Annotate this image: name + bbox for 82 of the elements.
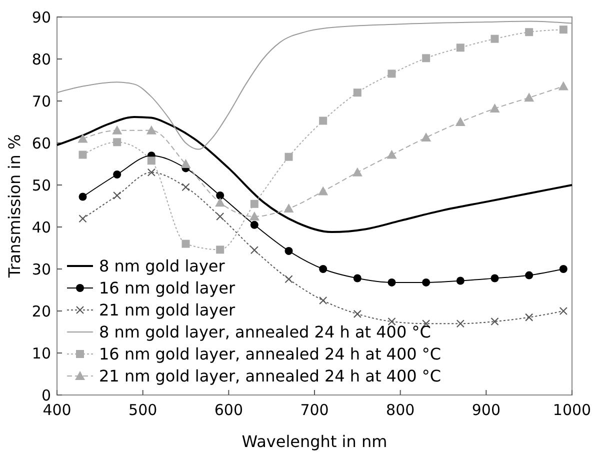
point <box>147 168 156 176</box>
point <box>78 192 87 201</box>
legend-label: 8 nm gold layer <box>99 256 226 276</box>
point <box>319 296 328 305</box>
point <box>456 320 464 328</box>
point <box>284 152 293 161</box>
point <box>182 183 190 192</box>
point <box>78 134 88 143</box>
point <box>112 125 122 134</box>
point <box>284 204 294 213</box>
y-tick-label: 10 <box>32 344 51 362</box>
point <box>113 138 122 146</box>
point <box>559 265 568 273</box>
point <box>250 200 258 208</box>
point <box>319 116 328 125</box>
legend-label: 21 nm gold layer, annealed 24 h at 400 °C <box>99 366 442 386</box>
point <box>319 265 328 273</box>
point <box>216 212 224 221</box>
point <box>113 170 122 178</box>
point <box>250 246 258 254</box>
point <box>318 186 328 196</box>
y-tick-label: 40 <box>32 218 51 236</box>
point <box>559 26 568 34</box>
point <box>490 34 499 43</box>
y-tick-label: 50 <box>32 176 51 194</box>
y-tick-label: 90 <box>32 8 51 26</box>
y-tick-label: 60 <box>32 134 51 152</box>
x-tick-label: 800 <box>386 401 415 419</box>
point <box>525 28 534 36</box>
point <box>113 191 122 200</box>
point <box>250 220 258 229</box>
point <box>147 156 156 165</box>
x-tick-label: 600 <box>214 401 243 419</box>
point <box>352 167 362 176</box>
point <box>388 317 396 326</box>
point <box>78 214 87 223</box>
point <box>422 278 430 286</box>
point <box>455 117 466 126</box>
point <box>284 246 293 255</box>
point <box>216 246 224 254</box>
point <box>524 92 534 102</box>
x-tick-label: 700 <box>300 401 329 419</box>
point <box>180 159 191 168</box>
legend-label: 8 nm gold layer, annealed 24 h at 400 °C <box>99 322 431 342</box>
y-tick-label: 80 <box>32 50 51 68</box>
legend-label: 16 nm gold layer, annealed 24 h at 400 °C <box>99 344 442 364</box>
point <box>421 132 432 142</box>
y-tick-label: 70 <box>32 92 51 110</box>
line-series <box>56 20 572 150</box>
point <box>456 44 464 52</box>
point <box>559 306 568 316</box>
point <box>388 278 396 286</box>
legend-label: 21 nm gold layer <box>99 300 236 320</box>
point <box>216 192 224 200</box>
point <box>525 313 534 322</box>
point <box>284 275 293 284</box>
point <box>146 125 156 134</box>
x-tick-label: 500 <box>128 401 158 419</box>
x-tick-label: 1000 <box>552 401 592 419</box>
point <box>422 54 430 62</box>
point <box>525 271 534 280</box>
point <box>353 274 362 282</box>
y-axis-title: Transmission in % <box>5 134 24 279</box>
legend-label: 16 nm gold layer <box>99 278 236 298</box>
point <box>353 88 362 97</box>
point <box>249 212 260 220</box>
point <box>558 81 568 90</box>
y-tick-label: 30 <box>32 260 51 278</box>
y-tick-label: 20 <box>32 302 51 320</box>
point <box>490 104 500 113</box>
point <box>386 150 397 159</box>
x-tick-label: 900 <box>472 401 500 419</box>
point <box>182 240 190 248</box>
line-series <box>56 116 573 234</box>
point <box>78 150 87 159</box>
x-axis-title: Wavelenght in nm <box>242 432 388 451</box>
point <box>490 274 499 282</box>
point <box>353 310 362 318</box>
point <box>388 70 396 78</box>
point <box>215 198 226 207</box>
point <box>490 317 499 326</box>
point <box>456 276 464 285</box>
